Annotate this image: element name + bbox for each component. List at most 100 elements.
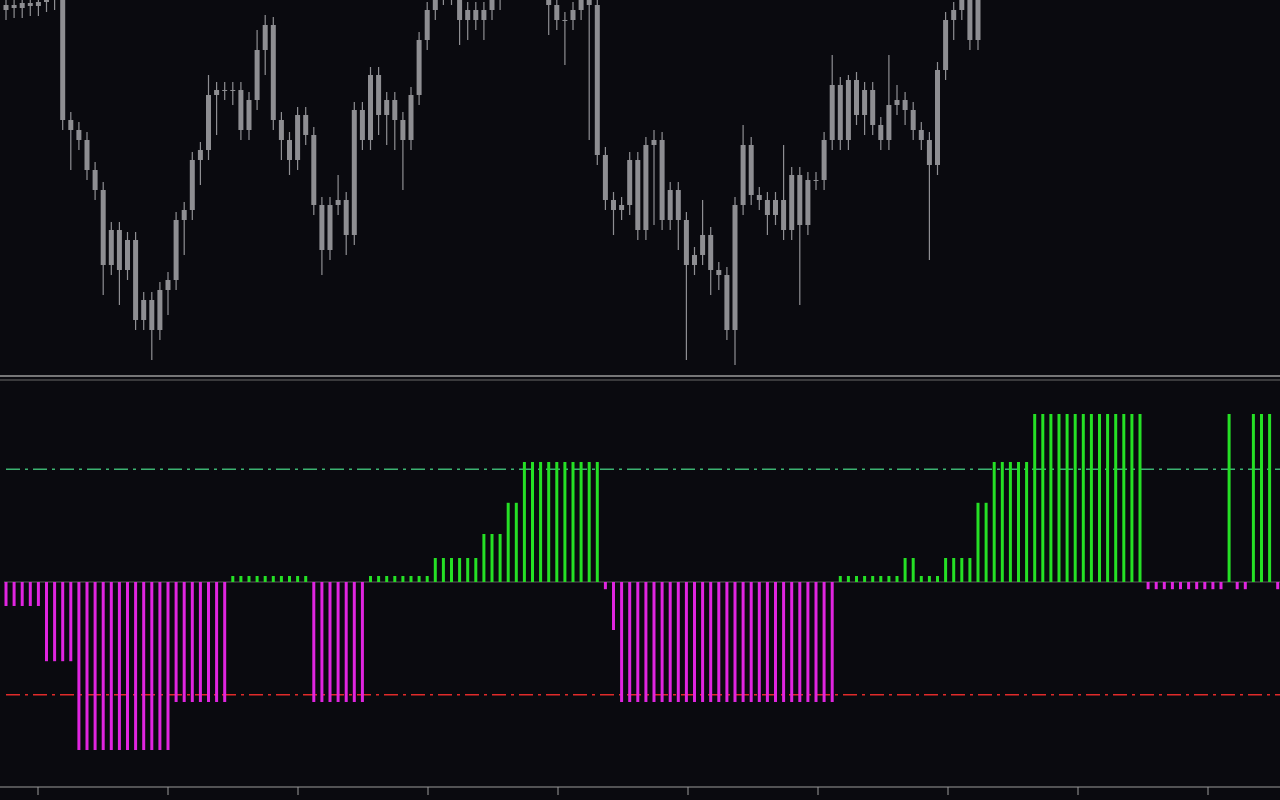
candle-body bbox=[92, 170, 98, 190]
histogram-bar bbox=[239, 576, 243, 582]
histogram-bar bbox=[903, 558, 907, 582]
candle-body bbox=[416, 40, 422, 95]
histogram-bar bbox=[77, 582, 81, 750]
histogram-bar bbox=[798, 582, 802, 702]
histogram-bar bbox=[182, 582, 186, 702]
candle-body bbox=[659, 140, 665, 220]
histogram-bar bbox=[579, 462, 583, 582]
candle-body bbox=[724, 275, 730, 330]
histogram-bar bbox=[782, 582, 786, 702]
histogram-bar bbox=[28, 582, 32, 606]
candle-body bbox=[773, 200, 778, 215]
candle-body bbox=[562, 20, 568, 21]
histogram-bar bbox=[741, 582, 745, 702]
candle-body bbox=[732, 205, 738, 330]
candle-body bbox=[594, 5, 600, 155]
histogram-bar bbox=[263, 576, 267, 582]
candle-body bbox=[157, 290, 163, 330]
histogram-bar bbox=[757, 582, 761, 702]
candle-body bbox=[424, 10, 430, 40]
candle-body bbox=[197, 150, 203, 160]
histogram-bar bbox=[223, 582, 227, 702]
histogram-bar bbox=[863, 576, 867, 582]
histogram-bar bbox=[1073, 414, 1077, 582]
candle-body bbox=[149, 300, 155, 330]
histogram-bar bbox=[166, 582, 170, 750]
candle-body bbox=[11, 5, 17, 8]
histogram-bar bbox=[417, 576, 421, 582]
histogram-bar bbox=[312, 582, 316, 702]
candle-body bbox=[246, 100, 252, 130]
candle-body bbox=[902, 100, 908, 110]
candle-body bbox=[408, 95, 414, 140]
histogram-bar bbox=[539, 462, 543, 582]
candle-body bbox=[359, 110, 365, 140]
histogram-bar bbox=[1170, 582, 1174, 590]
candle-body bbox=[68, 120, 74, 130]
histogram-bar bbox=[433, 558, 437, 582]
histogram-bar bbox=[61, 582, 65, 662]
histogram-bar bbox=[644, 582, 648, 702]
histogram-bar bbox=[612, 582, 615, 630]
time-axis-ticks bbox=[37, 787, 1209, 795]
histogram-bar bbox=[466, 558, 470, 582]
histogram-bar bbox=[360, 582, 364, 702]
candle-body bbox=[465, 10, 471, 20]
histogram-bar bbox=[158, 582, 162, 750]
candle-body bbox=[206, 95, 211, 150]
histogram-bar bbox=[887, 576, 891, 582]
candle-body bbox=[740, 145, 746, 205]
candle-body bbox=[270, 25, 276, 120]
histogram-bar bbox=[1025, 462, 1029, 582]
histogram-bar bbox=[231, 576, 235, 582]
histogram-bar bbox=[45, 582, 48, 662]
candle-body bbox=[60, 0, 66, 120]
histogram-bar bbox=[85, 582, 89, 750]
histogram-bar bbox=[1268, 414, 1272, 582]
histogram-bar bbox=[628, 582, 632, 702]
histogram-bar bbox=[676, 582, 680, 702]
histogram-bar bbox=[919, 576, 923, 582]
histogram-bar bbox=[814, 582, 818, 702]
histogram-bar bbox=[1179, 582, 1182, 590]
histogram-bar bbox=[1211, 582, 1215, 590]
histogram-bar bbox=[126, 582, 129, 750]
histogram-bar bbox=[717, 582, 721, 702]
candle-body bbox=[457, 0, 463, 20]
histogram-bar bbox=[1122, 414, 1126, 582]
histogram-bar bbox=[1065, 414, 1069, 582]
candle-body bbox=[781, 200, 787, 230]
candle-body bbox=[481, 10, 487, 20]
candle-body bbox=[797, 175, 803, 225]
candle-body bbox=[943, 20, 949, 70]
histogram-bar bbox=[117, 582, 121, 750]
histogram-bar bbox=[806, 582, 810, 702]
histogram-bar bbox=[401, 576, 405, 582]
candle-body bbox=[432, 0, 438, 10]
histogram-bar bbox=[693, 582, 696, 702]
histogram-bar bbox=[984, 502, 988, 582]
candle-body bbox=[319, 205, 325, 250]
histogram-bar bbox=[709, 582, 713, 702]
histogram-bar bbox=[352, 582, 356, 702]
histogram-bar bbox=[482, 534, 486, 582]
histogram-bar bbox=[1219, 582, 1223, 590]
histogram-bar bbox=[1260, 414, 1263, 582]
histogram-bar bbox=[393, 576, 397, 582]
histogram-bar bbox=[1114, 414, 1118, 582]
histogram-bar bbox=[927, 576, 931, 582]
histogram-bar bbox=[620, 582, 624, 702]
histogram-bar bbox=[36, 582, 40, 606]
candle-body bbox=[692, 255, 697, 265]
histogram-bar bbox=[506, 502, 510, 582]
candle-body bbox=[627, 160, 633, 205]
histogram-bar bbox=[458, 558, 462, 582]
histogram-bar bbox=[1187, 582, 1191, 590]
candle-body bbox=[951, 10, 957, 20]
histogram-bar bbox=[498, 534, 502, 582]
histogram-bar bbox=[1017, 462, 1020, 582]
histogram-bar bbox=[846, 576, 850, 582]
candle-body bbox=[376, 75, 382, 115]
histogram-bar bbox=[425, 576, 429, 582]
candle-body bbox=[473, 10, 479, 20]
